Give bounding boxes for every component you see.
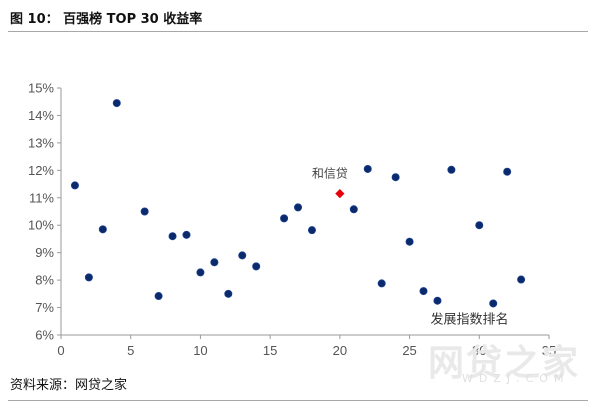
y-tick-label: 7% — [35, 300, 54, 315]
y-tick-label: 15% — [28, 81, 54, 96]
data-point — [182, 230, 191, 239]
data-point — [154, 292, 163, 301]
data-point — [168, 232, 177, 241]
data-point — [363, 164, 372, 173]
data-point — [517, 275, 526, 284]
data-point — [70, 181, 79, 190]
data-point — [433, 296, 442, 305]
x-tick-label: 35 — [542, 343, 556, 358]
y-tick-label: 8% — [35, 273, 54, 288]
data-point — [447, 165, 456, 174]
data-point — [98, 225, 107, 234]
y-tick-label: 9% — [35, 245, 54, 260]
x-tick-label: 5 — [127, 343, 134, 358]
data-point — [252, 262, 261, 271]
top-rule — [8, 31, 588, 32]
data-point — [307, 226, 316, 235]
data-point — [140, 207, 149, 216]
x-tick-label: 0 — [57, 343, 64, 358]
data-point — [419, 287, 428, 296]
y-tick-label: 14% — [28, 108, 54, 123]
x-tick-label: 15 — [263, 343, 277, 358]
y-tick-label: 10% — [28, 218, 54, 233]
data-point — [294, 203, 303, 212]
data-point — [377, 279, 386, 288]
x-tick-label: 10 — [193, 343, 207, 358]
data-point — [238, 251, 247, 260]
data-point — [475, 221, 484, 230]
data-point — [349, 205, 358, 214]
x-tick-label: 25 — [402, 343, 416, 358]
data-point — [196, 268, 205, 277]
data-point — [503, 167, 512, 176]
y-tick-label: 13% — [28, 135, 54, 150]
source-note: 资料来源：网贷之家 — [10, 378, 128, 393]
data-point — [405, 237, 414, 246]
x-axis-title: 发展指数排名 — [431, 311, 509, 327]
y-tick-label: 12% — [28, 163, 54, 178]
watermark-subtext: WDZJ.COM — [462, 372, 570, 385]
highlight-point — [335, 189, 345, 199]
figure-title: 图 10： 百强榜 TOP 30 收益率 — [10, 12, 203, 27]
highlight-label: 和信贷 — [312, 167, 348, 181]
x-tick-label: 30 — [472, 343, 486, 358]
data-point — [224, 289, 233, 298]
bottom-rule — [8, 400, 588, 401]
data-point — [210, 258, 219, 267]
y-tick-label: 11% — [29, 190, 54, 205]
data-point — [391, 173, 400, 182]
data-point — [84, 273, 93, 282]
data-point — [489, 299, 498, 308]
data-point — [112, 99, 121, 108]
scatter-chart: 6% 7% 8% 9% 10% 11% 12% 13% 14% 15% 0 5 10 15 20 25 30 35… — [28, 81, 556, 359]
watermark-logo: 网贷之家 — [428, 343, 581, 384]
data-point — [280, 214, 289, 223]
y-tick-label: 6% — [35, 328, 54, 343]
x-tick-label: 20 — [333, 343, 347, 358]
